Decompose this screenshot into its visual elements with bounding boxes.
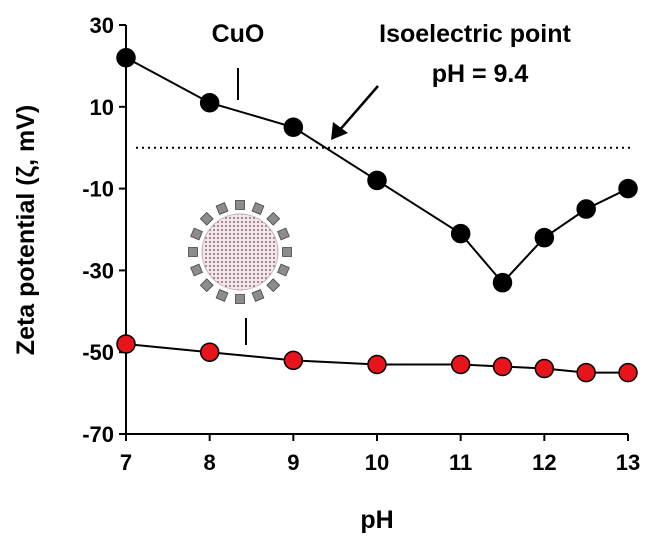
series-1-line [125, 56, 629, 285]
series-points [116, 47, 638, 383]
series-1-point [450, 223, 471, 244]
annotations: CuO Isoelectric point pH = 9.4 [212, 20, 572, 345]
isoelectric-label-line1: Isoelectric point [379, 20, 571, 48]
x-tick-label: 7 [120, 450, 132, 475]
series-1-point [367, 170, 387, 191]
x-axis-title: pH [360, 506, 393, 534]
isoelectric-arrow-shaft [337, 85, 379, 133]
y-tick-label: 10 [90, 95, 114, 120]
series-2-point [492, 356, 513, 377]
series-2-point [367, 354, 387, 375]
series-1-point [116, 47, 136, 68]
x-tick-label: 8 [204, 450, 216, 475]
series-2-point [576, 362, 596, 383]
series-2-point [199, 342, 220, 362]
nanoparticle-icon [188, 200, 292, 304]
series-1-point [199, 92, 220, 113]
series-2-point [116, 334, 136, 354]
y-tick-label: 30 [90, 13, 114, 38]
x-tick-label: 11 [449, 450, 472, 475]
y-tick-label: -30 [82, 258, 114, 283]
y-tick-label: -70 [82, 422, 114, 447]
y-axis-title: Zeta potential (ζ, mV) [12, 105, 40, 355]
series-2-point [534, 358, 555, 379]
ticks: 7 8 9 10 11 12 13 30 10 -10 -30 -50 -70 [82, 13, 640, 475]
series-2-point [618, 362, 638, 383]
y-tick-label: -10 [82, 177, 114, 202]
series-2-point [283, 350, 304, 371]
x-tick-label: 10 [365, 450, 389, 475]
series-1-point [492, 272, 513, 293]
series-1-point [534, 227, 555, 248]
isoelectric-arrow-head [331, 122, 348, 140]
series-1-point [576, 199, 596, 219]
isoelectric-label-line2: pH = 9.4 [432, 60, 529, 88]
y-tick-label: -50 [82, 340, 114, 365]
series-1-point [618, 178, 638, 199]
series-2-point [450, 354, 471, 375]
x-tick-label: 12 [532, 450, 556, 475]
series-1-point [283, 117, 304, 137]
x-tick-label: 9 [287, 450, 299, 475]
cuo-label: CuO [212, 20, 265, 48]
x-tick-label: 13 [616, 450, 640, 475]
